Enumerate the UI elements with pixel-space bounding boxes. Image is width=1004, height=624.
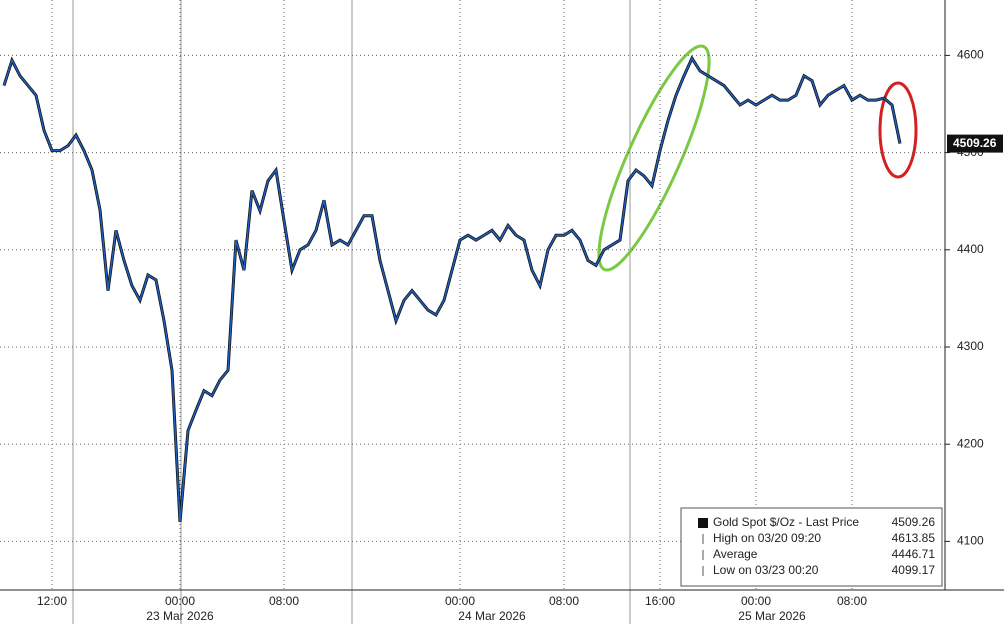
date-label: 23 Mar 2026 xyxy=(146,609,214,623)
highlight-drop xyxy=(878,81,918,179)
date-label: 25 Mar 2026 xyxy=(738,609,806,623)
x-tick-label: 00:00 xyxy=(165,594,195,608)
x-tick-label: 00:00 xyxy=(741,594,771,608)
price-line-shadow xyxy=(2,55,902,523)
legend-label: Average xyxy=(713,547,758,561)
highlight-rally xyxy=(597,44,711,272)
last-price-label: 4509.26 xyxy=(953,136,997,150)
last-price-tag xyxy=(947,134,1003,153)
x-tick-label: 16:00 xyxy=(645,594,675,608)
y-tick-label: 4100 xyxy=(957,534,984,548)
legend-value: 4099.17 xyxy=(892,563,936,577)
price-line xyxy=(3,56,901,523)
y-tick-label: 4400 xyxy=(957,242,984,256)
legend-swatch xyxy=(698,518,708,528)
date-label: 24 Mar 2026 xyxy=(458,609,526,623)
legend-label: High on 03/20 09:20 xyxy=(713,531,821,545)
x-tick-label: 08:00 xyxy=(837,594,867,608)
x-tick-label: 12:00 xyxy=(37,594,67,608)
legend-value: 4613.85 xyxy=(892,531,936,545)
legend-value: 4446.71 xyxy=(892,547,936,561)
legend-box xyxy=(680,507,943,587)
y-tick-label: 4600 xyxy=(957,48,984,62)
legend-value: 4509.26 xyxy=(892,515,936,529)
x-tick-label: 08:00 xyxy=(549,594,579,608)
x-tick-label: 00:00 xyxy=(445,594,475,608)
x-tick-label: 08:00 xyxy=(269,594,299,608)
y-tick-label: 4300 xyxy=(957,339,984,353)
legend-label: Low on 03/23 00:20 xyxy=(713,563,819,577)
y-tick-label: 4200 xyxy=(957,436,984,450)
legend-label: Gold Spot $/Oz - Last Price xyxy=(713,515,859,529)
